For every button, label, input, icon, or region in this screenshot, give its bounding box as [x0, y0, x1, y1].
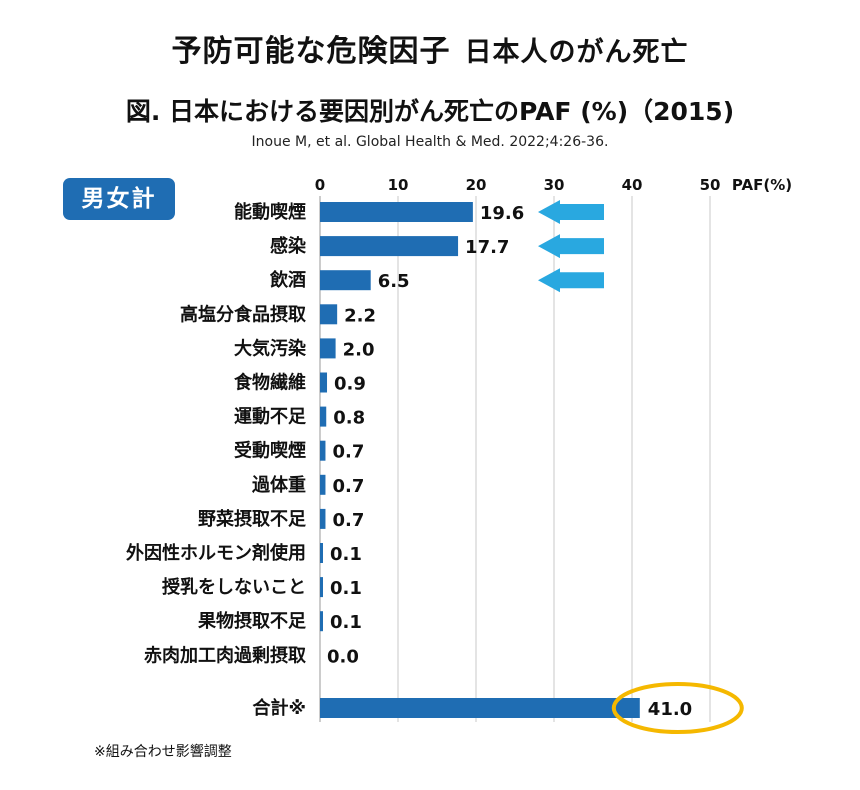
- bar: [320, 338, 336, 359]
- x-tick-label: 50: [700, 176, 721, 194]
- citation: Inoue M, et al. Global Health & Med. 202…: [251, 134, 609, 150]
- category-label: 赤肉加工肉過剰摂取: [144, 644, 307, 666]
- value-label: 0.1: [330, 544, 362, 565]
- bar: [320, 508, 326, 529]
- value-label: 19.6: [480, 203, 524, 224]
- main-title-text: 予防可能な危険因子: [171, 34, 451, 69]
- x-tick-label: 10: [388, 176, 409, 194]
- main-title: 予防可能な危険因子 日本人のがん死亡: [0, 26, 860, 70]
- value-label: 0.7: [332, 442, 364, 463]
- category-label: 野菜摂取不足: [198, 508, 306, 530]
- arrow-icon: [538, 234, 604, 259]
- bar: [320, 474, 326, 495]
- arrow-icon: [538, 268, 604, 293]
- total-value-label: 41.0: [648, 699, 692, 720]
- x-tick-label: 30: [544, 176, 565, 194]
- sex-badge: 男女計: [63, 178, 175, 220]
- category-label: 感染: [270, 235, 307, 257]
- value-label: 6.5: [378, 271, 410, 292]
- bar: [320, 543, 323, 563]
- footnote: ※組み合わせ影響調整: [94, 744, 232, 760]
- value-label: 0.0: [327, 646, 359, 667]
- category-label: 過体重: [252, 474, 306, 496]
- category-label: 果物摂取不足: [197, 610, 306, 632]
- x-tick-label: 0: [315, 176, 325, 194]
- arrow-icon: [538, 200, 604, 224]
- bar: [320, 611, 323, 632]
- category-label: 飲酒: [269, 269, 306, 291]
- total-highlight-ring: [611, 682, 744, 734]
- category-label: 受動喫煙: [234, 440, 306, 462]
- category-label: 能動喫煙: [234, 201, 306, 223]
- bar: [320, 236, 459, 257]
- total-bar: [320, 698, 640, 718]
- value-label: 0.7: [332, 510, 364, 531]
- category-label: 授乳をしないこと: [162, 576, 306, 598]
- main-subtitle: 日本人のがん死亡: [464, 37, 689, 68]
- value-label: 0.1: [330, 612, 362, 633]
- bar: [320, 577, 323, 598]
- category-label: 運動不足: [234, 406, 306, 428]
- category-label: 大気汚染: [234, 337, 307, 359]
- bar: [320, 406, 327, 427]
- bar: [320, 270, 371, 291]
- category-label: 食物繊維: [233, 372, 306, 394]
- bar: [320, 304, 338, 325]
- x-tick-label: 40: [622, 176, 643, 194]
- value-label: 0.9: [334, 374, 366, 395]
- x-tick-label: 20: [466, 176, 487, 194]
- category-label: 高塩分食品摂取: [180, 303, 307, 325]
- x-axis-label: PAF(%): [732, 176, 792, 194]
- value-label: 0.8: [333, 408, 365, 429]
- bar: [320, 372, 328, 393]
- value-label: 0.1: [330, 578, 362, 599]
- value-label: 2.2: [344, 305, 376, 326]
- bar: [320, 202, 473, 222]
- value-label: 17.7: [465, 237, 509, 258]
- value-label: 2.0: [343, 339, 375, 360]
- value-label: 0.7: [332, 476, 364, 497]
- figure-title: 図. 日本における要因別がん死亡のPAF (%)（2015): [125, 97, 735, 126]
- total-label: 合計※: [253, 697, 307, 719]
- bar: [320, 440, 326, 461]
- category-label: 外因性ホルモン剤使用: [126, 542, 306, 564]
